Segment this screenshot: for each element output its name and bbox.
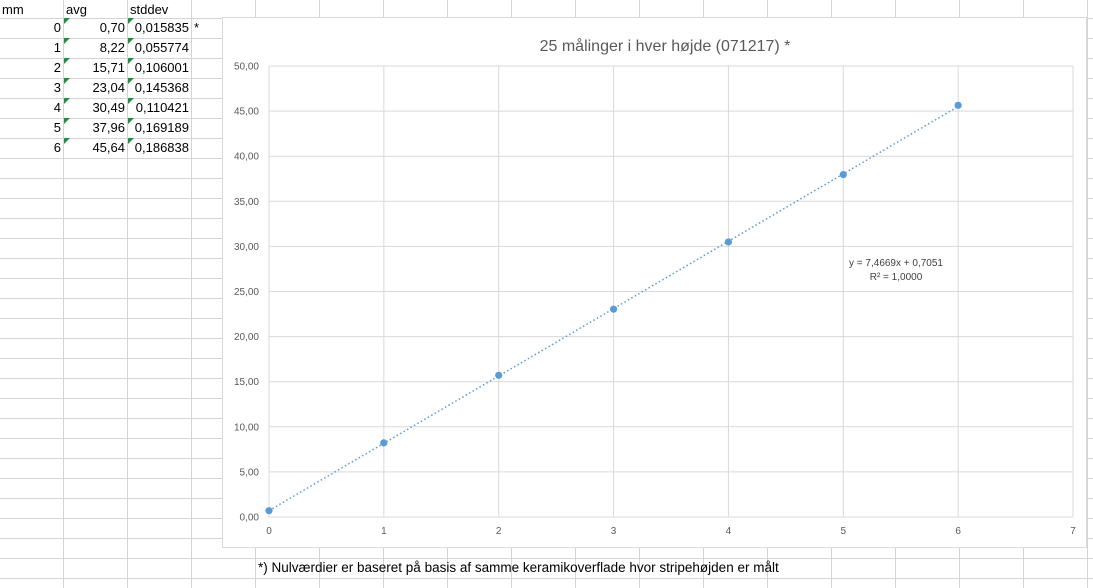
data-point[interactable] bbox=[724, 238, 733, 246]
y-tick-label: 40,00 bbox=[234, 152, 259, 163]
cell-stddev[interactable]: 0,055774 bbox=[128, 38, 189, 58]
cell-avg[interactable]: 45,64 bbox=[64, 138, 125, 158]
x-tick-label: 4 bbox=[726, 526, 732, 537]
cell-avg[interactable]: 15,71 bbox=[64, 58, 125, 78]
y-tick-label: 50,00 bbox=[234, 62, 259, 73]
chart-svg: 25 målinger i hver højde (071217) * 0,00… bbox=[234, 37, 1076, 537]
cell-avg[interactable]: 37,96 bbox=[64, 118, 125, 138]
data-point[interactable] bbox=[954, 101, 962, 109]
x-tick-label: 3 bbox=[611, 526, 617, 537]
asterisk-cell[interactable]: * bbox=[194, 20, 200, 35]
data-point[interactable] bbox=[265, 507, 273, 515]
y-tick-label: 10,00 bbox=[234, 422, 259, 433]
cell-mm[interactable]: 1 bbox=[53, 40, 61, 55]
cell-stddev[interactable]: 0,106001 bbox=[128, 58, 189, 78]
cell-avg[interactable]: 30,49 bbox=[64, 98, 125, 118]
cell-avg[interactable]: 23,04 bbox=[64, 78, 125, 98]
trendline-r-squared: R² = 1,0000 bbox=[870, 272, 923, 283]
x-tick-label: 1 bbox=[381, 526, 387, 537]
x-tick-label: 2 bbox=[496, 526, 502, 537]
chart-area[interactable]: 25 målinger i hver højde (071217) * 0,00… bbox=[222, 17, 1087, 548]
header-avg[interactable]: avg bbox=[66, 2, 87, 17]
y-tick-label: 35,00 bbox=[234, 197, 259, 208]
cell-mm[interactable]: 6 bbox=[53, 140, 61, 155]
chart-gridlines bbox=[268, 65, 1074, 518]
trendline-equation: y = 7,4669x + 0,7051 bbox=[849, 258, 943, 269]
cell-stddev[interactable]: 0,169189 bbox=[128, 118, 189, 138]
y-tick-label: 45,00 bbox=[234, 107, 259, 118]
header-stddev[interactable]: stddev bbox=[130, 2, 169, 17]
header-mm[interactable]: mm bbox=[2, 2, 24, 17]
cell-stddev[interactable]: 0,145368 bbox=[128, 78, 189, 98]
footnote[interactable]: *) Nulværdier er baseret på basis af sam… bbox=[258, 560, 779, 575]
cell-mm[interactable]: 5 bbox=[53, 120, 61, 135]
x-tick-label: 7 bbox=[1070, 526, 1076, 537]
cell-avg[interactable]: 0,70 bbox=[64, 18, 125, 38]
cell-stddev[interactable]: 0,186838 bbox=[128, 138, 189, 158]
x-tick-label: 0 bbox=[266, 526, 272, 537]
y-tick-label: 5,00 bbox=[240, 467, 260, 478]
y-tick-label: 0,00 bbox=[240, 513, 260, 524]
cell-stddev[interactable]: 0,110421 bbox=[128, 98, 189, 118]
cell-mm[interactable]: 4 bbox=[53, 100, 61, 115]
x-tick-label: 6 bbox=[955, 526, 961, 537]
data-point[interactable] bbox=[609, 305, 618, 313]
cell-mm[interactable]: 0 bbox=[53, 20, 61, 35]
y-tick-label: 30,00 bbox=[234, 242, 259, 253]
y-tick-label: 15,00 bbox=[234, 377, 259, 388]
cell-avg[interactable]: 8,22 bbox=[64, 38, 125, 58]
data-point[interactable] bbox=[839, 171, 847, 179]
y-axis-labels: 0,00 5,00 10,00 15,00 20,00 25,00 30,00 35,00 40… bbox=[234, 62, 259, 524]
data-point[interactable] bbox=[380, 439, 388, 447]
x-axis-labels: 0 1 2 3 4 5 6 7 bbox=[266, 526, 1076, 537]
chart-title: 25 målinger i hver højde (071217) * bbox=[540, 37, 791, 55]
cell-mm[interactable]: 2 bbox=[53, 60, 61, 75]
y-tick-label: 25,00 bbox=[234, 287, 259, 298]
data-points bbox=[265, 101, 962, 515]
y-tick-label: 20,00 bbox=[234, 332, 259, 343]
x-tick-label: 5 bbox=[841, 526, 847, 537]
cell-mm[interactable]: 3 bbox=[53, 80, 61, 95]
data-point[interactable] bbox=[495, 371, 503, 379]
cell-stddev[interactable]: 0,015835 bbox=[128, 18, 189, 38]
